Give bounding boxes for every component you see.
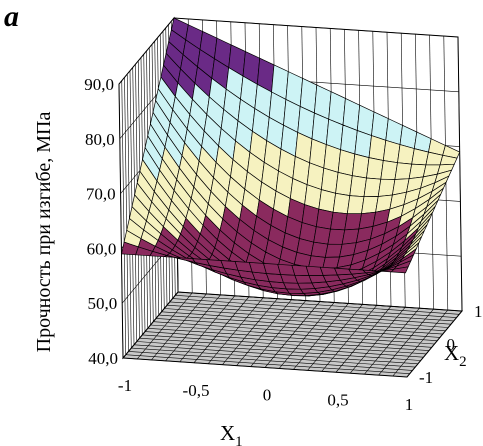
surface-cell (318, 189, 336, 213)
floor-gridline (169, 301, 454, 322)
floor-gridline (158, 314, 443, 335)
side-gridline (124, 77, 129, 352)
z-tick-label: 40,0 (88, 349, 118, 368)
floor-gridline (155, 318, 441, 338)
y-axis-label-main: X (444, 341, 459, 365)
surface-cell (366, 157, 384, 180)
z-tick-label: 70,0 (86, 185, 116, 204)
floor-gridline (364, 307, 420, 375)
y-axis-label-sub: 2 (459, 354, 467, 370)
z-gridline (118, 17, 175, 85)
floor-gridline (164, 308, 449, 328)
floor-gridline (349, 307, 406, 374)
floor-gridline (378, 308, 434, 376)
floor-gridline (150, 324, 435, 345)
floor-gridline (166, 304, 452, 325)
x-axis-label-sub: 1 (235, 434, 243, 446)
floor-gridline (175, 295, 460, 315)
y-tick-label: 1 (474, 302, 483, 321)
floor-gridline (406, 310, 463, 378)
surface-cell (321, 167, 339, 194)
surface-cell (354, 130, 372, 159)
surface-cell (315, 208, 334, 230)
floor-gridline (293, 303, 349, 370)
surface-cell (310, 241, 329, 258)
surface-cell (337, 149, 356, 177)
side-gridline (118, 83, 124, 359)
surface-cell (368, 135, 387, 161)
z-gridline (177, 291, 463, 312)
x-tick-label: 1 (405, 395, 414, 414)
z-axis-label: Прочность при изгибе, МПа (33, 112, 55, 353)
floor-gridline (278, 302, 335, 369)
x-axis-label-main: X (220, 421, 235, 445)
y-tick-label: 0 (447, 335, 456, 354)
surface-cell (390, 266, 409, 274)
surface-cell (323, 144, 341, 173)
surface-cell (340, 124, 358, 155)
side-gridline (121, 80, 127, 355)
surface-cell (332, 192, 351, 215)
z-gridline (122, 291, 179, 359)
floor-gridline (321, 305, 378, 372)
x-axis-label: X1 (220, 421, 243, 446)
floor-gridline (335, 306, 392, 373)
x-tick-label: 0,5 (327, 390, 348, 409)
tick-labels: 40,050,060,070,080,090,0-1 -0,5 0 0,5 1-101 (84, 75, 482, 414)
surface-cell (351, 153, 370, 179)
back-gridline (457, 36, 463, 312)
x-tick-label: -1 (118, 376, 132, 395)
x-tick-label: -0,5 (183, 381, 210, 400)
floor-gridline (392, 309, 449, 377)
floor-gridline (161, 311, 446, 332)
floor-gridline (172, 298, 457, 318)
surface-cell (346, 195, 365, 215)
z-tick-label: 60,0 (87, 239, 117, 258)
floor-gridline (307, 304, 363, 371)
side-gridline (126, 74, 132, 349)
z-gridline (173, 17, 459, 38)
floor-gridline (153, 321, 438, 341)
x-tick-label: 0 (263, 386, 272, 405)
y-tick-label: -1 (419, 368, 433, 387)
z-tick-label: 50,0 (87, 294, 117, 313)
surface-cell (349, 175, 367, 198)
surface-cell (335, 171, 353, 197)
z-tick-label: 90,0 (84, 75, 114, 94)
surface-plot (121, 17, 461, 297)
y-axis-label: X2 (444, 341, 467, 370)
z-tick-label: 80,0 (85, 130, 115, 149)
surface-cell (382, 139, 401, 164)
panel-label: a (4, 0, 19, 33)
surface-cell (313, 226, 331, 245)
